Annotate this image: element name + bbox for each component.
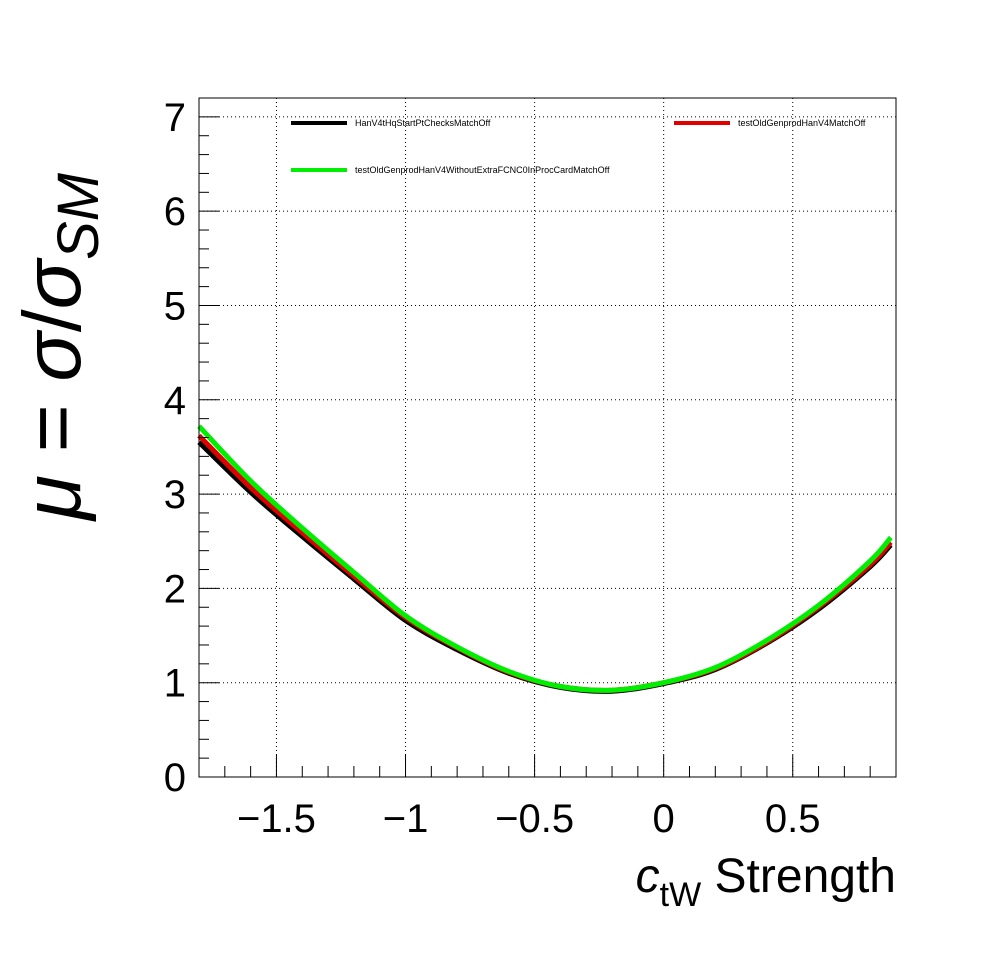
y-tick-label: 0 bbox=[164, 756, 186, 800]
x-tick-labels: −1.5 −1 −0.5 0 0.5 bbox=[237, 797, 821, 841]
y-tick-labels: 0 1 2 3 4 5 6 7 bbox=[164, 96, 186, 800]
y-tick-label: 5 bbox=[164, 284, 186, 328]
grid-lines bbox=[199, 98, 896, 777]
y-axis-title: μ = σ/σSM bbox=[7, 172, 111, 522]
legend-label-3: testOldGenprodHanV4WithoutExtraFCNC0InPr… bbox=[355, 165, 610, 175]
y-tick-label: 6 bbox=[164, 190, 186, 234]
x-axis-title: ctW Strength bbox=[636, 850, 896, 914]
x-tick-label: −0.5 bbox=[495, 797, 574, 841]
axis-ticks bbox=[198, 97, 897, 778]
x-tick-label: −1.5 bbox=[237, 797, 316, 841]
legend-label-2: testOldGenprodHanV4MatchOff bbox=[738, 118, 866, 128]
y-tick-label: 2 bbox=[164, 567, 186, 611]
series-line-2 bbox=[197, 433, 893, 693]
y-tick-label: 4 bbox=[164, 379, 186, 423]
series-line-1 bbox=[197, 440, 893, 694]
legend-label-1: HanV4tHqStartPtChecksMatchOff bbox=[355, 118, 491, 128]
legend: HanV4tHqStartPtChecksMatchOff testOldGenp… bbox=[291, 118, 866, 175]
x-tick-label: 0 bbox=[653, 797, 675, 841]
y-tick-label: 1 bbox=[164, 662, 186, 706]
series-layer bbox=[197, 424, 893, 694]
plot-frame bbox=[198, 97, 897, 778]
y-tick-label: 3 bbox=[164, 473, 186, 517]
x-tick-label: 0.5 bbox=[765, 797, 821, 841]
x-tick-label: −1 bbox=[383, 797, 429, 841]
y-tick-label: 7 bbox=[164, 96, 186, 140]
series-line-3 bbox=[197, 424, 893, 693]
